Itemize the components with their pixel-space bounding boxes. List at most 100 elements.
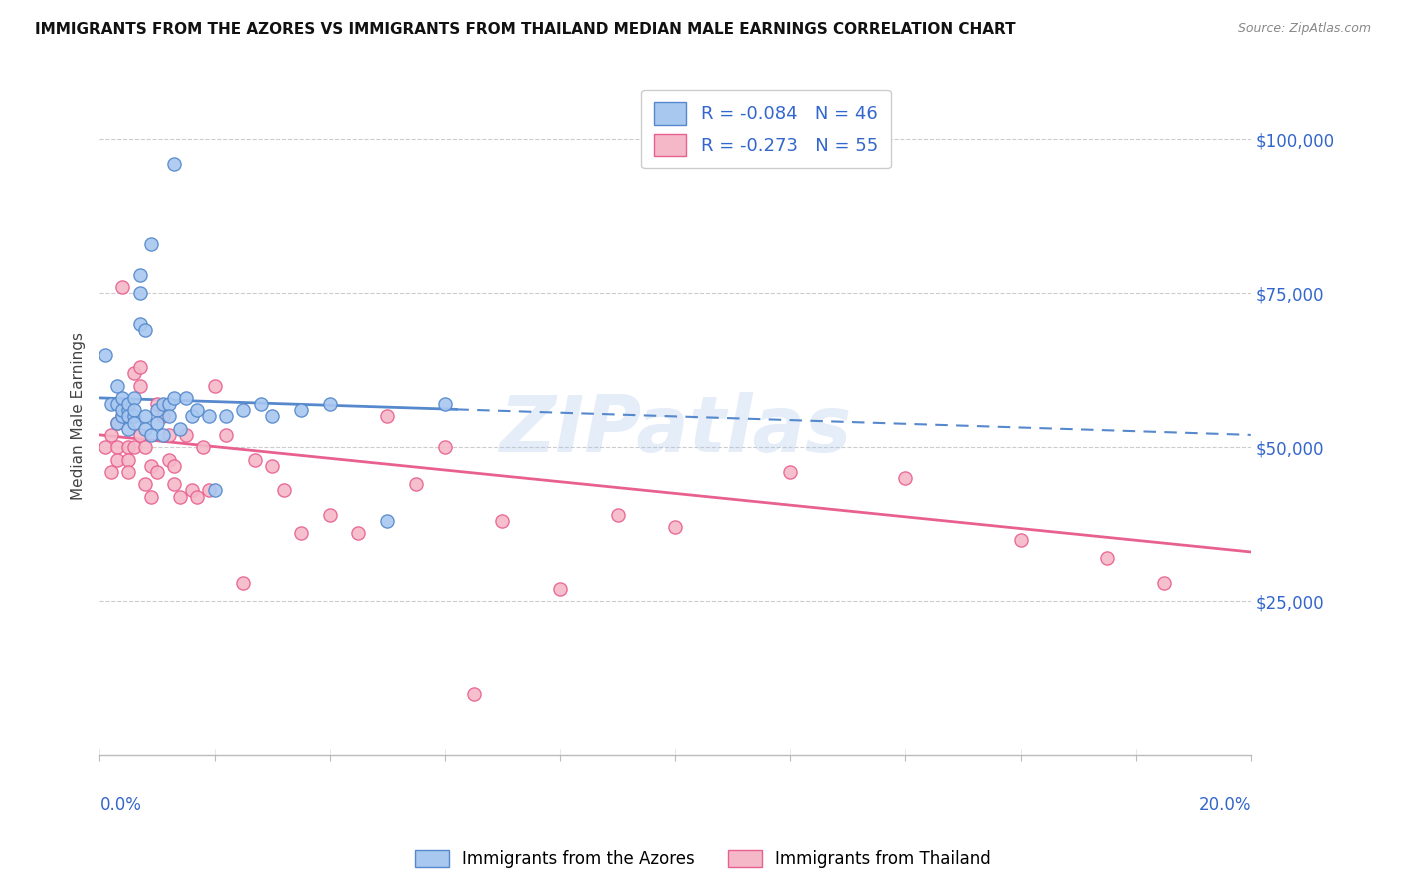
Point [105, 378, 128, 392]
Point [117, 422, 139, 436]
Point [122, 409, 145, 424]
Point [105, 416, 128, 430]
Point [122, 391, 145, 405]
Point [105, 416, 128, 430]
Point [117, 397, 139, 411]
Point [128, 378, 150, 392]
Point [169, 422, 191, 436]
Point [105, 452, 128, 467]
Point [128, 428, 150, 442]
Point [433, 440, 456, 454]
Point [180, 483, 202, 498]
Point [128, 286, 150, 301]
Point [174, 391, 197, 405]
Legend: Immigrants from the Azores, Immigrants from Thailand: Immigrants from the Azores, Immigrants f… [409, 843, 997, 875]
Point [204, 483, 226, 498]
Point [163, 391, 186, 405]
Point [128, 360, 150, 375]
Point [198, 409, 221, 424]
Point [94, 440, 117, 454]
Point [146, 465, 169, 479]
Point [1095, 551, 1118, 566]
Point [215, 409, 238, 424]
Point [141, 236, 163, 251]
Point [141, 490, 163, 504]
Point [290, 403, 312, 417]
Point [290, 526, 312, 541]
Point [157, 452, 180, 467]
Point [1153, 575, 1175, 590]
Point [100, 397, 122, 411]
Text: 0.0%: 0.0% [100, 796, 142, 814]
Point [180, 409, 202, 424]
Point [111, 409, 134, 424]
Point [163, 477, 186, 491]
Point [117, 403, 139, 417]
Point [122, 416, 145, 430]
Point [262, 409, 284, 424]
Point [128, 268, 150, 282]
Legend: R = -0.084   N = 46, R = -0.273   N = 55: R = -0.084 N = 46, R = -0.273 N = 55 [641, 90, 890, 169]
Text: Source: ZipAtlas.com: Source: ZipAtlas.com [1237, 22, 1371, 36]
Point [117, 409, 139, 424]
Point [243, 452, 266, 467]
Point [318, 508, 340, 522]
Point [664, 520, 686, 534]
Point [94, 348, 117, 362]
Point [198, 483, 221, 498]
Text: 20.0%: 20.0% [1198, 796, 1251, 814]
Point [134, 440, 156, 454]
Point [117, 465, 139, 479]
Point [215, 428, 238, 442]
Text: ZIPatlas: ZIPatlas [499, 392, 851, 468]
Point [894, 471, 917, 485]
Point [375, 409, 398, 424]
Point [111, 280, 134, 294]
Point [273, 483, 295, 498]
Point [318, 397, 340, 411]
Point [128, 317, 150, 331]
Point [232, 575, 254, 590]
Point [433, 397, 456, 411]
Point [100, 428, 122, 442]
Point [375, 514, 398, 528]
Point [1010, 533, 1032, 547]
Point [463, 687, 485, 701]
Point [111, 403, 134, 417]
Point [146, 403, 169, 417]
Point [779, 465, 801, 479]
Point [111, 409, 134, 424]
Point [122, 440, 145, 454]
Point [134, 477, 156, 491]
Point [548, 582, 571, 596]
Point [100, 465, 122, 479]
Point [186, 490, 208, 504]
Point [163, 157, 186, 171]
Point [606, 508, 628, 522]
Point [134, 409, 156, 424]
Point [157, 397, 180, 411]
Point [146, 416, 169, 430]
Point [111, 391, 134, 405]
Point [122, 403, 145, 417]
Point [191, 440, 214, 454]
Y-axis label: Median Male Earnings: Median Male Earnings [72, 333, 86, 500]
Point [232, 403, 254, 417]
Point [141, 428, 163, 442]
Point [105, 440, 128, 454]
Point [117, 440, 139, 454]
Point [204, 378, 226, 392]
Point [152, 409, 174, 424]
Point [347, 526, 370, 541]
Point [141, 458, 163, 473]
Point [105, 397, 128, 411]
Point [122, 366, 145, 380]
Point [152, 397, 174, 411]
Point [174, 428, 197, 442]
Point [491, 514, 513, 528]
Point [169, 490, 191, 504]
Point [146, 397, 169, 411]
Text: IMMIGRANTS FROM THE AZORES VS IMMIGRANTS FROM THAILAND MEDIAN MALE EARNINGS CORR: IMMIGRANTS FROM THE AZORES VS IMMIGRANTS… [35, 22, 1015, 37]
Point [163, 458, 186, 473]
Point [134, 323, 156, 337]
